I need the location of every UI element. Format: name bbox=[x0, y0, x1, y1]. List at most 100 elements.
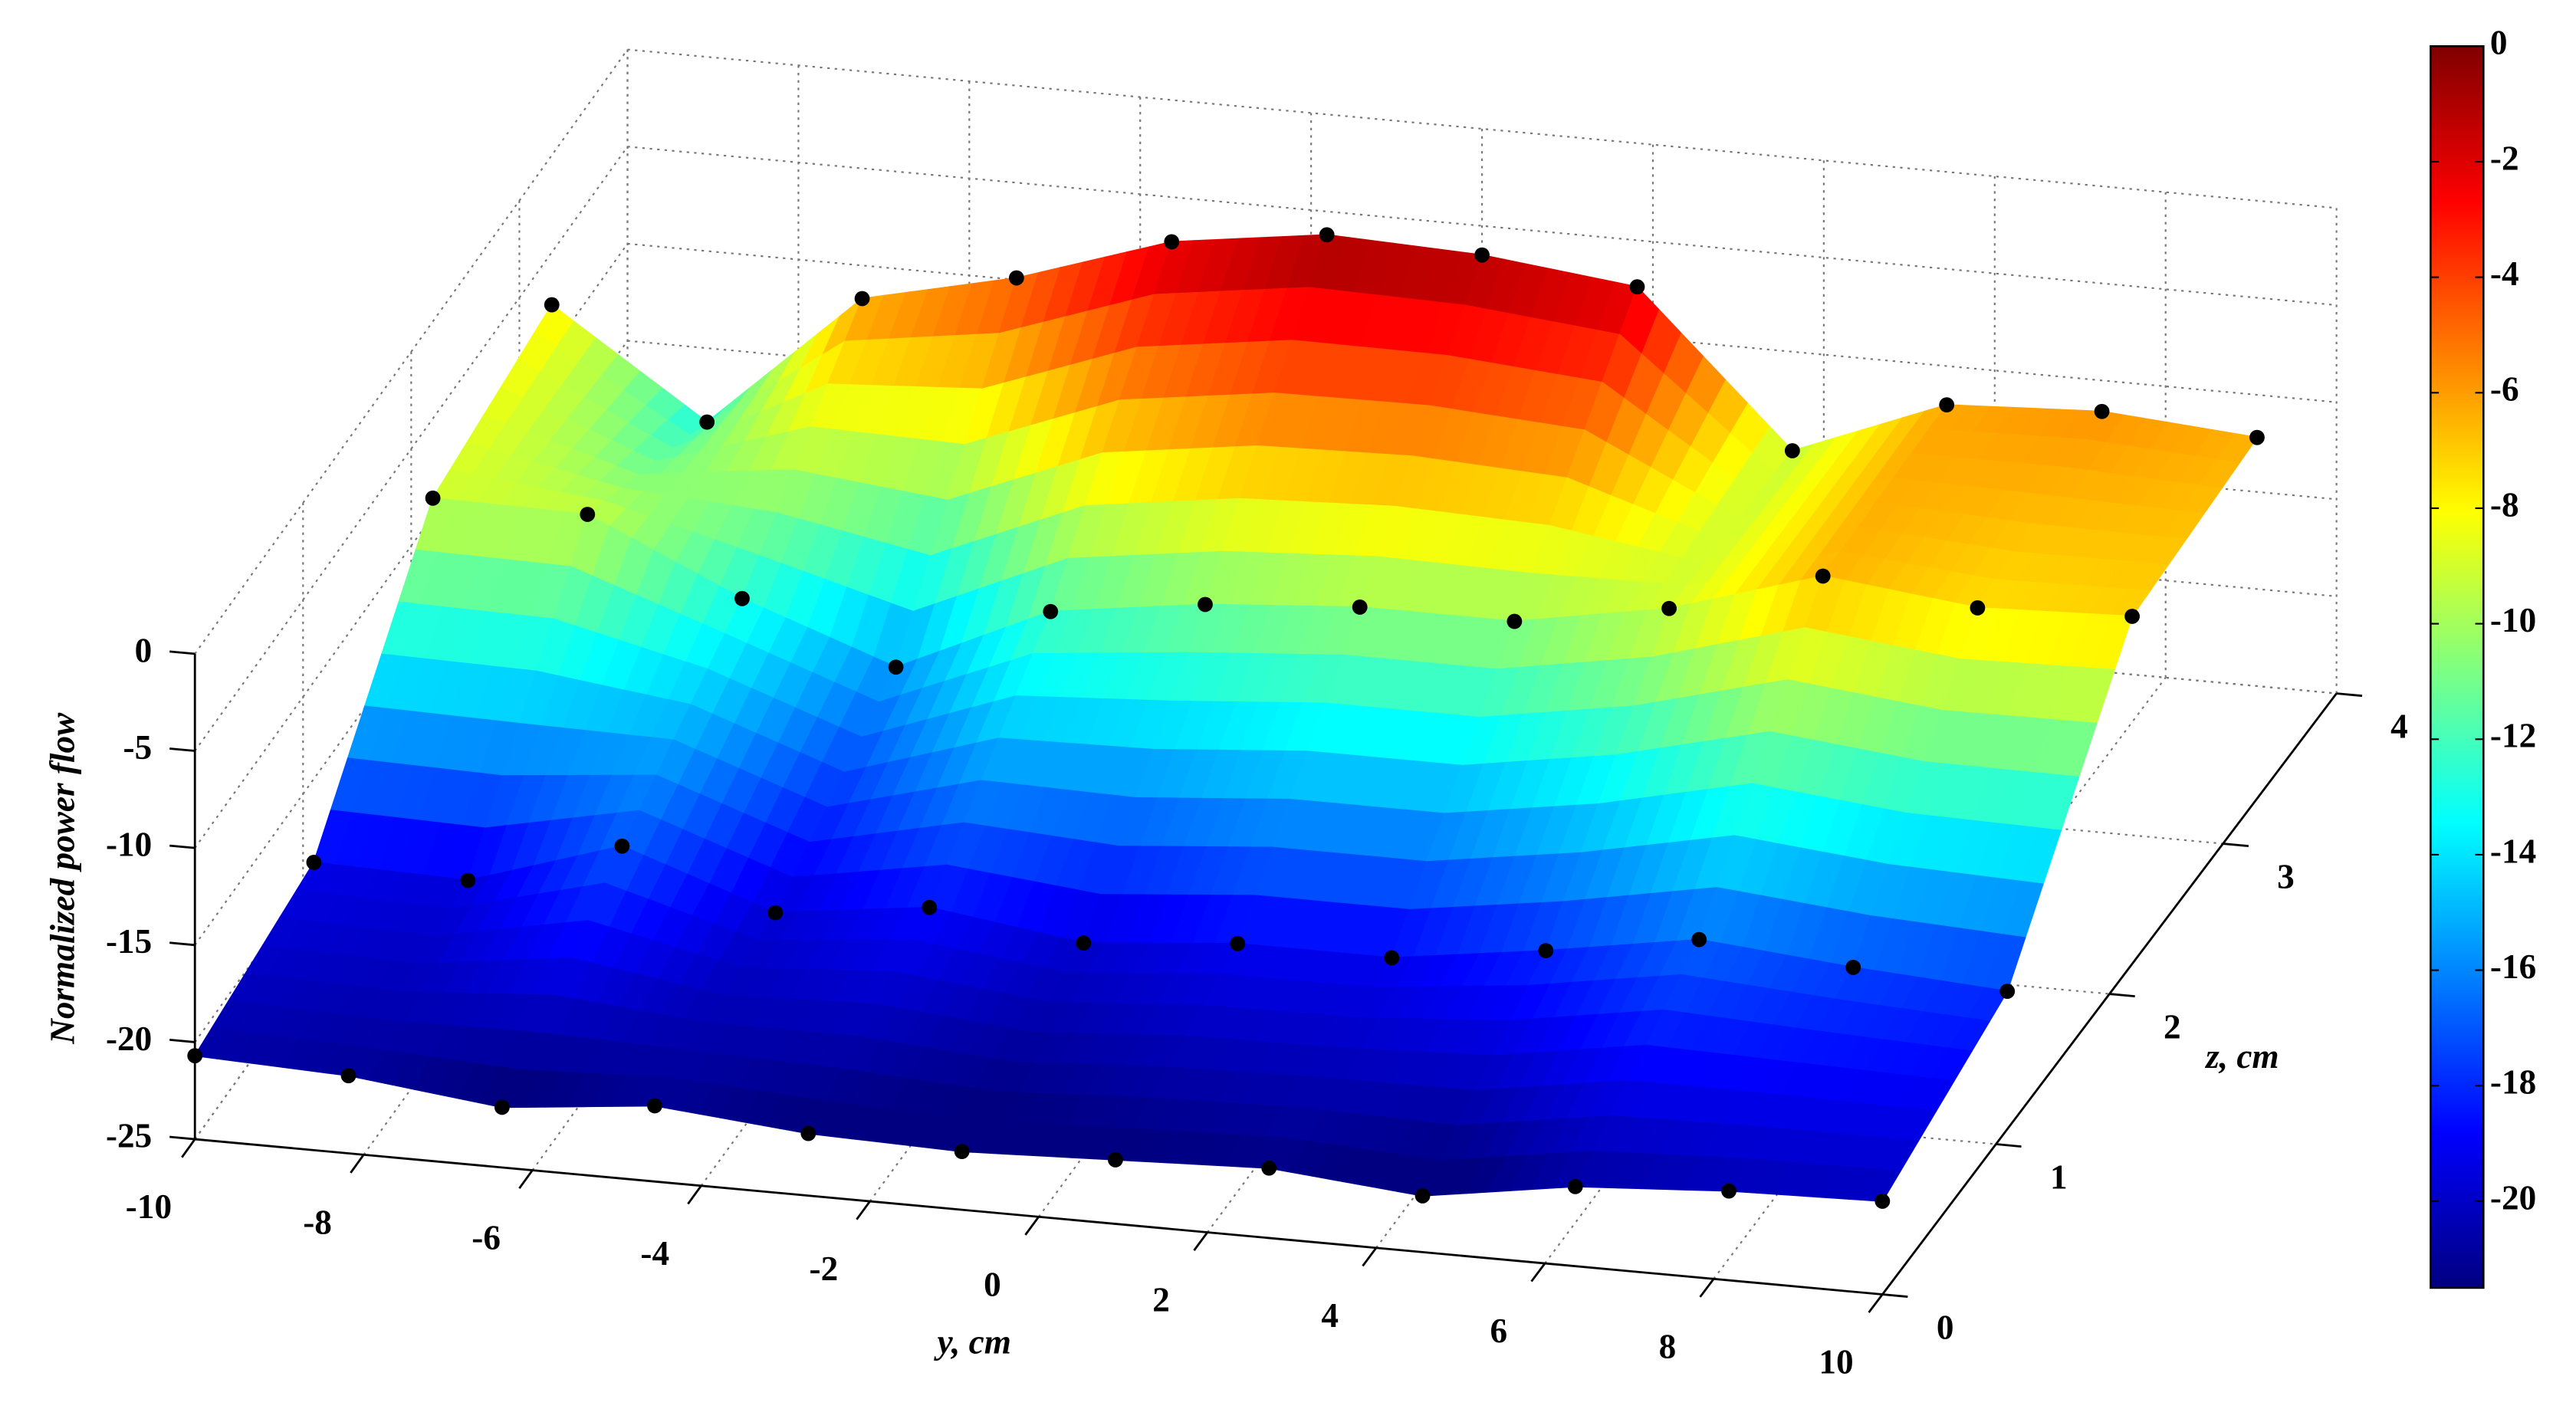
tick-mark bbox=[169, 844, 196, 849]
tick-mark bbox=[1024, 1216, 1040, 1236]
data-point bbox=[1721, 1183, 1737, 1199]
tick-mark bbox=[2223, 842, 2249, 848]
colorbar-tick-label: -20 bbox=[2490, 1178, 2536, 1217]
y-tick-label: 6 bbox=[1490, 1312, 1508, 1350]
colorbar-tick-label: -2 bbox=[2490, 139, 2519, 177]
y-tick-label: -6 bbox=[472, 1219, 501, 1257]
z-tick-label: 1 bbox=[2050, 1158, 2068, 1196]
colorbar-tick-label: -4 bbox=[2490, 255, 2519, 293]
data-point bbox=[767, 905, 784, 921]
surface bbox=[194, 234, 2258, 1202]
y-tick-label: -4 bbox=[640, 1234, 669, 1273]
value-tick-label: -25 bbox=[106, 1116, 152, 1154]
colorbar-tick-label: -8 bbox=[2490, 485, 2519, 524]
data-point bbox=[1815, 568, 1831, 584]
data-point bbox=[1076, 935, 1092, 951]
data-point bbox=[1629, 279, 1645, 295]
colorbar-tick-label: -16 bbox=[2490, 948, 2536, 986]
data-point bbox=[1538, 943, 1554, 959]
y-tick-label: 8 bbox=[1659, 1327, 1677, 1365]
colorbar-scale bbox=[2430, 45, 2485, 1289]
data-point bbox=[1875, 1194, 1891, 1209]
data-point bbox=[494, 1099, 510, 1115]
tick-mark bbox=[169, 1039, 196, 1043]
z-axis-title: z, cm bbox=[2204, 1037, 2279, 1076]
data-point bbox=[800, 1125, 816, 1141]
colorbar-tick-label: -18 bbox=[2490, 1063, 2536, 1102]
data-point bbox=[1999, 984, 2016, 1000]
y-tick-label: -2 bbox=[810, 1250, 839, 1288]
z-tick-label: 2 bbox=[2164, 1007, 2181, 1046]
data-point bbox=[699, 414, 715, 430]
tick-mark bbox=[1882, 1293, 1908, 1298]
data-point bbox=[306, 855, 322, 870]
tick-mark bbox=[2336, 692, 2363, 698]
y-axis-title: y, cm bbox=[934, 1323, 1011, 1361]
data-point bbox=[1230, 936, 1246, 951]
colorbar: 0 -2 -4 -6 -8 -10 -12 -14 -16 -18 -20 bbox=[2430, 24, 2536, 1289]
y-tick-label: -8 bbox=[303, 1203, 332, 1241]
colorbar-tick-label: -10 bbox=[2490, 601, 2536, 639]
y-tick-label: 4 bbox=[1321, 1296, 1339, 1335]
data-point bbox=[1319, 227, 1335, 243]
data-point bbox=[580, 507, 596, 522]
tick-mark bbox=[1868, 1293, 1884, 1313]
y-tick-label: 0 bbox=[984, 1265, 1001, 1303]
data-point bbox=[1474, 247, 1490, 263]
data-point bbox=[1939, 397, 1955, 413]
data-point bbox=[734, 590, 750, 606]
data-point bbox=[1661, 600, 1677, 616]
z-tick-label: 3 bbox=[2277, 857, 2295, 895]
data-point bbox=[1384, 950, 1400, 966]
colorbar-tick-label: -14 bbox=[2490, 832, 2536, 870]
tick-mark bbox=[1362, 1246, 1378, 1267]
data-point bbox=[1567, 1178, 1583, 1194]
tick-mark bbox=[1996, 1143, 2022, 1148]
data-point bbox=[922, 899, 938, 915]
data-point bbox=[1691, 931, 1707, 948]
data-point bbox=[854, 291, 870, 307]
value-tick-label: -20 bbox=[106, 1020, 152, 1058]
colorbar-tick-label: -12 bbox=[2490, 717, 2536, 755]
data-point bbox=[2124, 609, 2141, 624]
value-tick-label: 0 bbox=[135, 631, 153, 669]
data-point bbox=[954, 1144, 970, 1160]
data-point bbox=[1008, 270, 1024, 286]
tick-mark bbox=[2109, 993, 2135, 998]
data-point bbox=[2094, 403, 2110, 419]
data-point bbox=[1198, 596, 1213, 613]
data-point bbox=[1261, 1160, 1277, 1176]
colorbar-tick-label: 0 bbox=[2490, 24, 2508, 62]
data-point bbox=[1784, 443, 1800, 458]
data-point bbox=[544, 297, 560, 313]
data-point bbox=[425, 490, 441, 506]
tick-mark bbox=[181, 1138, 196, 1158]
data-point bbox=[1506, 613, 1523, 629]
data-point bbox=[1414, 1188, 1431, 1204]
tick-mark bbox=[1530, 1263, 1546, 1283]
data-point bbox=[647, 1098, 662, 1114]
tick-mark bbox=[350, 1154, 365, 1174]
colorbar-tick-label: -6 bbox=[2490, 370, 2519, 409]
data-point bbox=[614, 838, 630, 854]
grid-line bbox=[627, 48, 2337, 209]
tick-mark bbox=[169, 941, 196, 947]
data-point bbox=[888, 659, 904, 675]
grid-line bbox=[194, 48, 629, 655]
value-tick-label: -10 bbox=[106, 826, 152, 864]
tick-mark bbox=[1699, 1278, 1715, 1298]
data-point bbox=[340, 1068, 356, 1084]
tick-mark bbox=[856, 1200, 871, 1220]
data-point bbox=[1352, 599, 1368, 615]
y-tick-label: 2 bbox=[1152, 1281, 1170, 1319]
value-axis-title: Normalized power flow bbox=[44, 712, 82, 1045]
data-point bbox=[460, 872, 476, 888]
tick-mark bbox=[169, 747, 196, 752]
grid-line bbox=[194, 243, 629, 849]
data-point bbox=[1845, 960, 1861, 975]
tick-mark bbox=[518, 1169, 534, 1190]
y-tick-label: -10 bbox=[126, 1187, 172, 1226]
tick-mark bbox=[1193, 1231, 1209, 1251]
